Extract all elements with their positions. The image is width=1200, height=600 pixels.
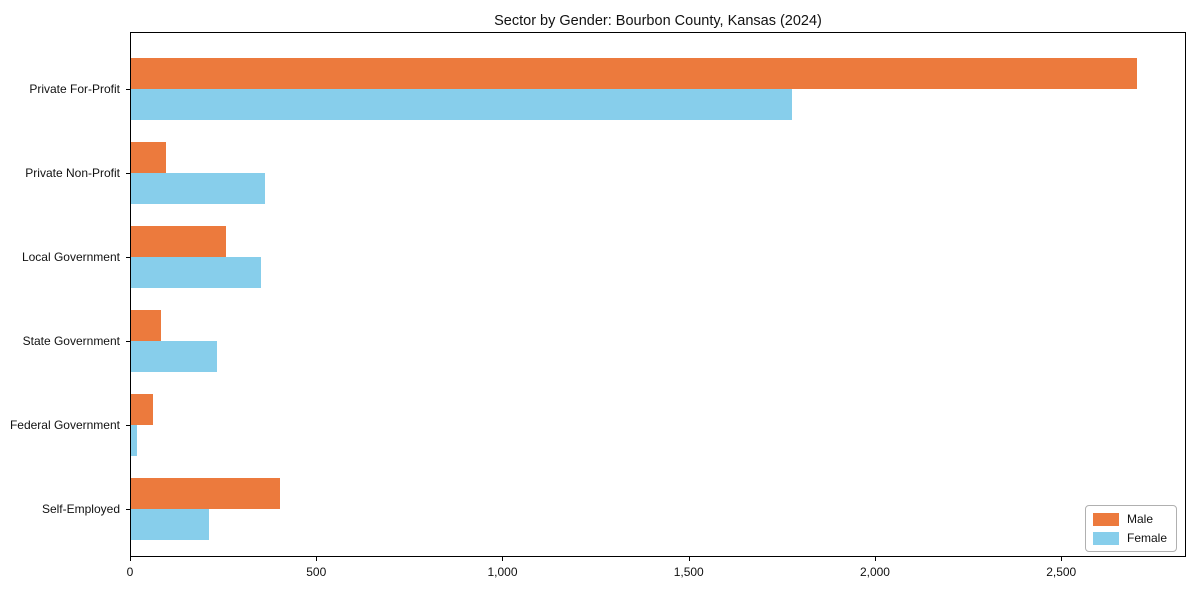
- y-tick-mark: [126, 508, 130, 510]
- x-tick-mark: [316, 557, 318, 561]
- legend-entry-male: Male: [1092, 512, 1167, 526]
- x-tick-label: 1,000: [487, 565, 518, 579]
- legend-entry-female: Female: [1092, 531, 1167, 545]
- bar-female-1: [131, 172, 266, 204]
- bar-female-3: [131, 340, 217, 372]
- legend-swatch-male: [1092, 512, 1119, 526]
- y-tick-mark: [126, 340, 130, 342]
- legend-swatch-female: [1092, 531, 1119, 545]
- bar-female-0: [131, 88, 793, 120]
- y-axis-category-label: Federal Government: [9, 417, 120, 432]
- bar-male-5: [131, 477, 280, 509]
- bar-female-4: [131, 424, 137, 456]
- y-axis-category-label: Local Government: [21, 249, 120, 264]
- y-tick-mark: [126, 88, 130, 90]
- bar-male-0: [131, 57, 1137, 89]
- x-tick-mark: [130, 557, 131, 561]
- x-tick-label: 0: [126, 565, 134, 579]
- x-tick-mark: [874, 557, 876, 561]
- x-tick-label: 2,500: [1046, 565, 1077, 579]
- y-axis-category-label: Self-Employed: [41, 501, 120, 516]
- y-axis-category-label: Private For-Profit: [29, 81, 120, 96]
- legend: Male Female: [1084, 505, 1177, 552]
- y-tick-mark: [126, 424, 130, 426]
- legend-label: Male: [1126, 512, 1153, 526]
- bar-male-2: [131, 225, 226, 257]
- bar-female-2: [131, 256, 262, 288]
- x-tick-mark: [688, 557, 690, 561]
- x-tick-label: 1,500: [673, 565, 704, 579]
- x-tick-label: 2,000: [859, 565, 890, 579]
- y-tick-mark: [126, 172, 130, 174]
- plot-area: [130, 32, 1186, 557]
- bar-female-5: [131, 508, 210, 540]
- x-tick-mark: [1061, 557, 1063, 561]
- legend-label: Female: [1126, 531, 1167, 545]
- y-tick-mark: [126, 256, 130, 258]
- bar-male-1: [131, 141, 167, 173]
- bar-male-4: [131, 393, 154, 425]
- bar-male-3: [131, 309, 161, 341]
- y-axis-category-label: State Government: [22, 333, 120, 348]
- x-tick-label: 500: [306, 565, 327, 579]
- chart-title: Sector by Gender: Bourbon County, Kansas…: [494, 13, 822, 29]
- x-tick-mark: [502, 557, 504, 561]
- y-axis-category-label: Private Non-Profit: [25, 165, 120, 180]
